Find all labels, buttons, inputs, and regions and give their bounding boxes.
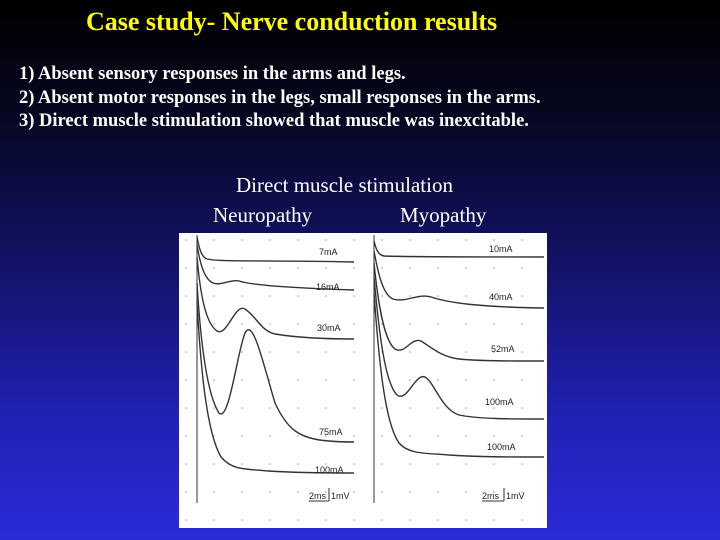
myopathy-trace-2 [373, 250, 545, 309]
myopathy-trace-1 [373, 240, 545, 258]
neuropathy-trace-5-label: 100mA [315, 465, 344, 475]
neuropathy-trace-1 [196, 236, 355, 263]
myopathy-scale-bar: 2ms 1mV [482, 488, 525, 502]
myopathy-trace-1-label: 10mA [489, 244, 513, 254]
findings-list: 1) Absent sensory responses in the arms … [19, 63, 541, 134]
finding-sensory: 1) Absent sensory responses in the arms … [19, 64, 406, 84]
emg-figure: 7mA 16mA 30mA 75mA 100mA 2ms 1mV 10mA 40… [179, 233, 547, 528]
myopathy-scale-amplitude: 1mV [506, 491, 525, 501]
column-label-myopathy: Myopathy [400, 203, 487, 227]
myopathy-scale-time: 2ms [482, 491, 500, 501]
neuropathy-trace-3 [196, 256, 355, 340]
neuropathy-scale-time: 2ms [309, 491, 327, 501]
neuropathy-trace-5 [196, 302, 355, 474]
neuropathy-trace-4 [196, 282, 355, 443]
neuropathy-scale-bar: 2ms 1mV [309, 488, 350, 502]
neuropathy-trace-4-label: 75mA [319, 427, 343, 437]
slide-title: Case study- Nerve conduction results [86, 7, 498, 36]
neuropathy-traces: 7mA 16mA 30mA 75mA 100mA 2ms 1mV [196, 236, 355, 502]
myopathy-traces: 10mA 40mA 52mA 100mA 100mA 2ms 1mV [373, 240, 545, 502]
neuropathy-trace-1-label: 7mA [319, 247, 338, 257]
finding-muscle: 3) Direct muscle stimulation showed that… [19, 111, 529, 131]
finding-motor: 2) Absent motor responses in the legs, s… [19, 87, 541, 108]
emg-traces: 7mA 16mA 30mA 75mA 100mA 2ms 1mV 10mA 40… [179, 233, 547, 528]
grid-dots [179, 233, 547, 528]
neuropathy-trace-3-label: 30mA [317, 323, 341, 333]
figure-heading: Direct muscle stimulation [236, 173, 453, 197]
myopathy-trace-4 [373, 276, 545, 420]
myopathy-trace-3 [373, 262, 545, 362]
myopathy-trace-4-label: 100mA [485, 397, 514, 407]
myopathy-trace-3-label: 52mA [491, 344, 515, 354]
myopathy-trace-2-label: 40mA [489, 292, 513, 302]
myopathy-trace-5 [373, 292, 545, 458]
myopathy-trace-5-label: 100mA [487, 442, 516, 452]
neuropathy-scale-amplitude: 1mV [331, 491, 350, 501]
neuropathy-trace-2 [196, 244, 355, 291]
column-label-neuropathy: Neuropathy [213, 203, 313, 227]
neuropathy-trace-2-label: 16mA [316, 282, 340, 292]
